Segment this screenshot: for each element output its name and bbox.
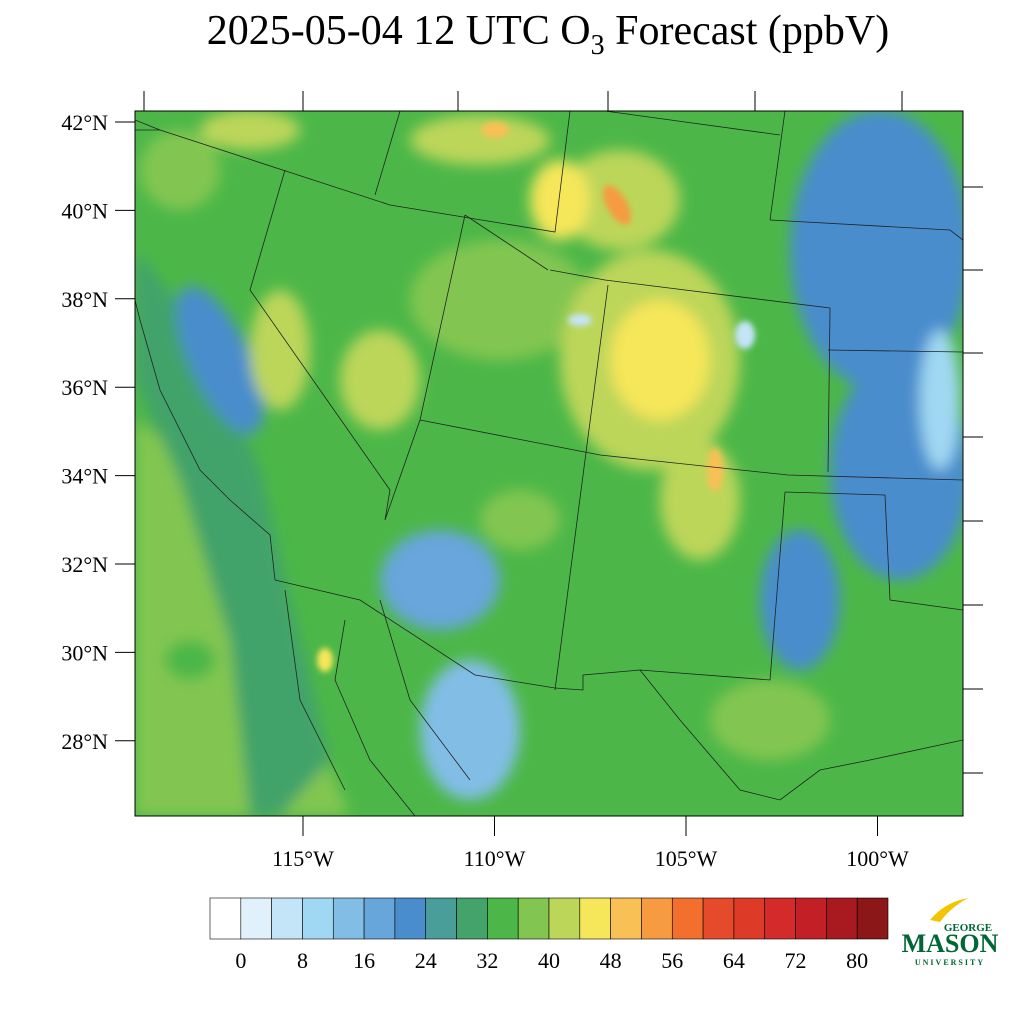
colorbar-label: 16 xyxy=(353,948,375,973)
boundaries xyxy=(135,111,963,816)
ozone-field xyxy=(135,111,963,816)
field-hotspots xyxy=(317,122,755,672)
colorbar-label: 24 xyxy=(415,948,437,973)
colorbar-box xyxy=(641,897,673,940)
logo: GEORGE MASON UNIVERSITY xyxy=(902,898,999,967)
colorbar-box xyxy=(456,897,488,940)
colorbar-box xyxy=(517,897,550,940)
lon-tick-label: 100°W xyxy=(846,846,909,871)
colorbar-label: 40 xyxy=(538,948,560,973)
colorbar-box xyxy=(302,897,334,940)
colorbar-box xyxy=(733,897,766,940)
lon-tick-label: 115°W xyxy=(272,846,334,871)
colorbar-box xyxy=(332,897,365,940)
colorbar-label: 64 xyxy=(723,948,745,973)
lat-tick-label: 32°N xyxy=(61,552,108,577)
lat-tick-label: 30°N xyxy=(61,640,108,665)
colorbar-box xyxy=(394,897,427,940)
colorbar-box xyxy=(610,897,642,940)
title-text: 2025-05-04 12 UTC O xyxy=(207,8,591,54)
colorbar-box xyxy=(209,897,242,940)
colorbar-box xyxy=(579,897,611,940)
logo-text: UNIVERSITY xyxy=(915,958,985,967)
lat-tick-label: 38°N xyxy=(61,287,108,312)
frame-ticks xyxy=(143,91,983,774)
logo-text: GEORGE xyxy=(944,922,992,934)
colorbar-label: 8 xyxy=(297,948,308,973)
colorbar-box xyxy=(764,897,796,940)
title: 2025-05-04 12 UTC O3 Forecast (ppbV) xyxy=(207,8,889,61)
colorbar-label: 56 xyxy=(661,948,683,973)
colorbar-label: 32 xyxy=(476,948,498,973)
colorbar-label: 80 xyxy=(846,948,868,973)
colorbar-box xyxy=(795,897,827,940)
lat-tick-label: 42°N xyxy=(61,110,108,135)
lat-tick-label: 28°N xyxy=(61,729,108,754)
colorbar-box xyxy=(271,897,303,940)
field-patches xyxy=(135,111,963,816)
logo-text: MASON xyxy=(902,929,999,958)
lat-tick-label: 34°N xyxy=(61,464,108,489)
colorbar-box xyxy=(856,897,889,940)
lat-tick-label: 40°N xyxy=(61,198,108,223)
lon-tick-label: 105°W xyxy=(655,846,718,871)
colorbar-label: 48 xyxy=(600,948,622,973)
colorbar-label: 0 xyxy=(235,948,246,973)
colorbar-box xyxy=(826,897,858,940)
colorbar-box xyxy=(702,897,735,940)
title-subscript: 3 xyxy=(591,30,605,61)
lat-tick-label: 36°N xyxy=(61,375,108,400)
colorbar-box xyxy=(240,897,272,940)
colorbar-label: 72 xyxy=(785,948,807,973)
colorbar-box xyxy=(671,897,704,940)
lon-tick-label: 110°W xyxy=(464,846,526,871)
colorbar-box xyxy=(425,897,457,940)
map-frame xyxy=(134,110,964,817)
logo-mark xyxy=(930,898,968,922)
colorbar-box xyxy=(363,897,396,940)
title-text: Forecast (ppbV) xyxy=(605,8,890,54)
colorbar-box xyxy=(548,897,581,940)
colorbar-box xyxy=(487,897,519,940)
